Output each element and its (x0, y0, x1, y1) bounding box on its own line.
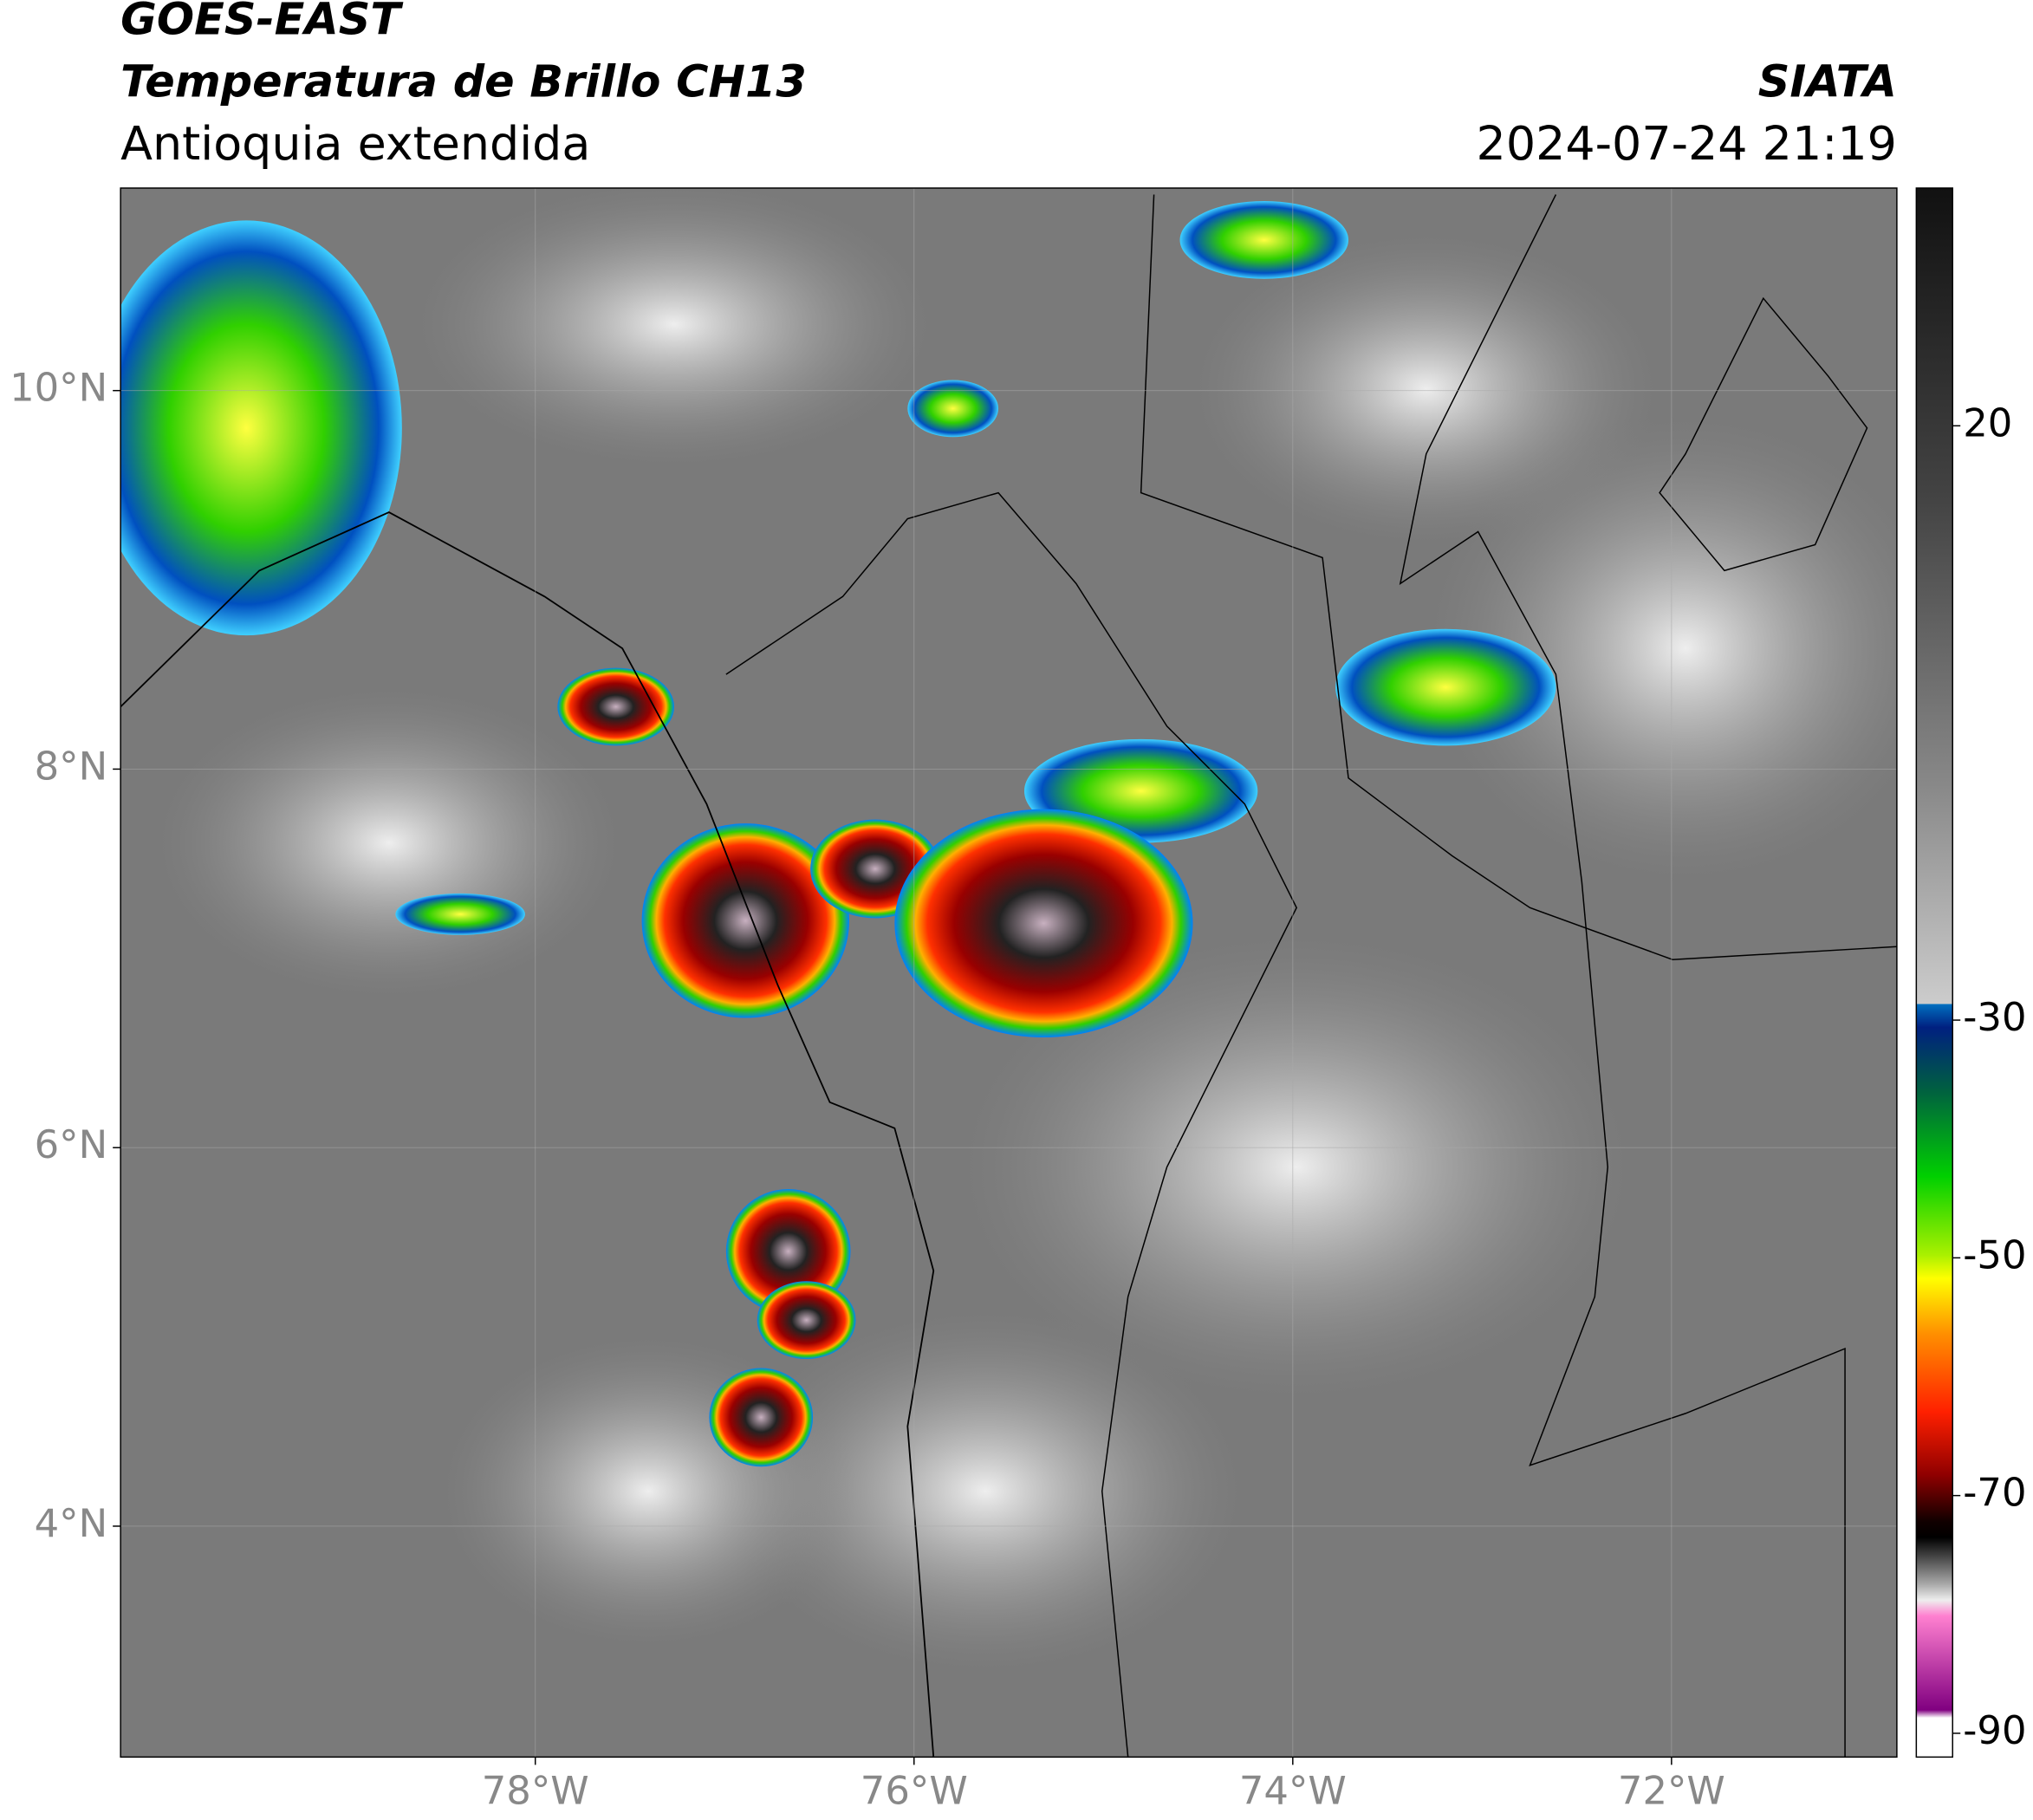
colorbar-label: -50 (1963, 1232, 2026, 1277)
cloud (1192, 233, 1660, 545)
storm (757, 1281, 856, 1360)
cloud (725, 1310, 1245, 1674)
storm (894, 809, 1193, 1037)
colorbar-label: -90 (1963, 1707, 2026, 1753)
border (725, 491, 1298, 1758)
y-tick-label: 6°N (35, 1121, 108, 1167)
border (1140, 194, 1897, 960)
imagery (120, 188, 1897, 1758)
cold-cloud (395, 893, 525, 935)
storm (557, 667, 675, 746)
cloud (1426, 414, 1897, 882)
y-tick-label: 8°N (35, 743, 108, 789)
x-tick-label: 76°W (861, 1767, 968, 1813)
colorbar-label: -30 (1963, 994, 2026, 1040)
coastline (120, 511, 935, 1758)
cold-cloud (907, 380, 999, 438)
y-tick-label: 4°N (35, 1500, 108, 1546)
product: Temperatura de Brillo CH13 (120, 55, 807, 107)
storm (709, 1368, 814, 1467)
cloud (155, 687, 623, 999)
x-tick-label: 74°W (1239, 1767, 1347, 1813)
satellite: GOES-EAST (120, 0, 404, 44)
cold-cloud (120, 220, 402, 636)
colorbar-label: -70 (1963, 1470, 2026, 1516)
cold-cloud (1335, 628, 1556, 746)
cloud (959, 933, 1634, 1401)
source: SIATA (1758, 55, 1897, 107)
colorbar (1915, 187, 1953, 1758)
x-tick-label: 78°W (482, 1767, 589, 1813)
storm (641, 823, 849, 1018)
x-tick-label: 72°W (1618, 1767, 1725, 1813)
y-tick-label: 10°N (10, 365, 107, 411)
cold-cloud (1179, 200, 1349, 279)
border (1399, 194, 1846, 1758)
storm (725, 1189, 851, 1314)
ticks: 78°W 76°W 74°W 72°W 4°N 6°N 8°N 10°N 20 -30 -50 -70… (10, 365, 2026, 1814)
datetime: 2024-07-24 21:19 (1477, 116, 1897, 171)
grid (120, 188, 1897, 1758)
cloud (414, 188, 934, 467)
colorbar-label: 20 (1963, 400, 2012, 445)
region: Antioquia extendida (120, 116, 590, 171)
coastline (1659, 296, 1868, 572)
map-frame (120, 187, 1898, 1758)
